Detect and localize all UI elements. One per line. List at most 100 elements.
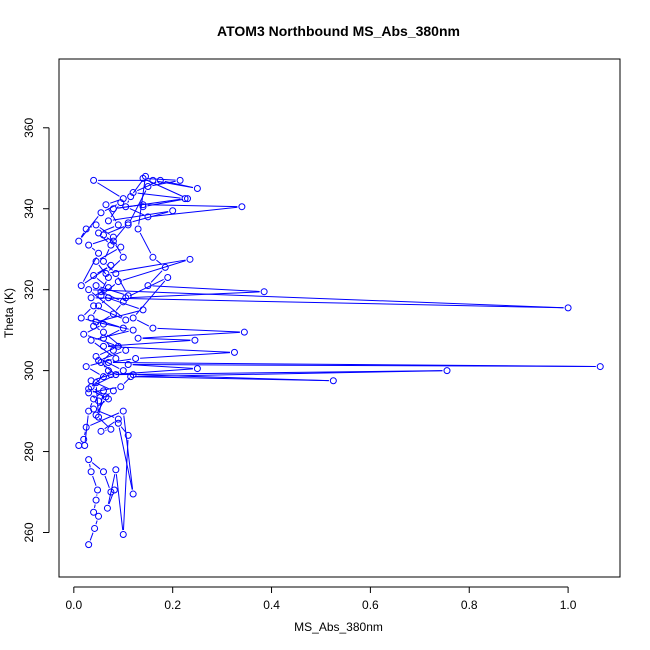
series-segment [147,198,184,207]
series-segment [110,259,186,274]
data-point [112,269,120,277]
series-segment [95,371,120,380]
data-point [119,298,127,306]
series-segment [102,281,107,288]
data-point [124,361,132,369]
data-point [193,185,201,192]
series-segment [101,235,109,243]
data-point [596,363,604,371]
series-segment [100,310,139,322]
series-segment [107,346,230,353]
series-segment [91,292,123,318]
data-point [124,431,132,439]
series-segment [92,390,105,398]
data-point [186,255,194,263]
data-point [85,241,93,249]
series-segment [89,463,91,468]
series-segment [99,248,118,260]
data-point [102,393,110,401]
data-point [114,278,122,286]
data-point [119,324,127,332]
series-segment [93,289,564,309]
series-segment [95,330,129,340]
series-segment [120,426,126,433]
plot-area-frame [58,58,621,578]
series-segment [107,340,191,347]
data-point [92,282,100,290]
data-point [104,284,112,292]
series-segment [97,410,115,418]
data-point [104,359,112,367]
data-point [117,383,125,391]
series-segment [117,204,139,209]
data-point [90,508,98,516]
y-axis: 260 280 300 320 340 360 [22,117,50,543]
data-point [87,336,95,344]
data-point [95,302,103,310]
data-point [443,367,451,375]
data-point [139,306,147,314]
data-point [112,466,120,474]
data-point [82,423,90,431]
data-point [99,328,107,336]
series-segment [147,178,176,181]
data-point [114,221,122,229]
data-point [85,456,93,464]
data-point [90,272,98,280]
data-point [119,531,127,539]
data-point [109,205,117,213]
series-segment [135,370,443,378]
series-segment [130,291,260,299]
series-segment [139,232,152,254]
series-lines [80,178,596,541]
data-point [77,314,85,322]
series-segment [122,439,129,531]
data-point [124,219,132,227]
data-point [129,371,137,379]
data-point [564,304,572,312]
series-segment [140,352,231,359]
data-point [112,354,120,362]
data-point [87,383,95,391]
series-segment [94,388,103,395]
series-segment [94,376,113,386]
series-segment [115,304,121,311]
data-point [97,427,105,435]
series-segment [132,364,193,369]
data-point [82,225,90,233]
data-point [99,320,107,328]
series-segment [115,368,193,375]
data-point [124,221,132,229]
data-point [149,253,157,261]
data-point [109,237,117,245]
series-segment [97,328,100,331]
y-axis-label: Theta (K) [2,288,16,338]
data-point [139,174,147,182]
data-point [149,324,157,332]
data-point [85,389,93,397]
data-point [129,490,137,498]
data-point [119,407,127,415]
series-segment [112,210,169,221]
series-segment [104,475,110,488]
data-point [90,302,98,310]
series-segment [110,199,120,204]
data-point [103,504,111,512]
data-point [240,328,248,336]
series-segment [84,431,86,436]
x-tick-label: 0.4 [263,598,280,612]
data-point [156,176,164,184]
series-segment [90,226,93,228]
x-axis-label: MS_Abs_380nm [294,620,383,634]
data-point [112,371,120,379]
series-segment [104,421,115,430]
series-segment [95,297,564,309]
data-point [109,310,117,318]
series-segment [132,364,596,368]
series-segment [95,520,98,525]
data-point [164,274,172,282]
data-point [109,233,117,241]
data-point [99,231,107,239]
series-segment [118,427,133,490]
data-point [260,288,268,296]
